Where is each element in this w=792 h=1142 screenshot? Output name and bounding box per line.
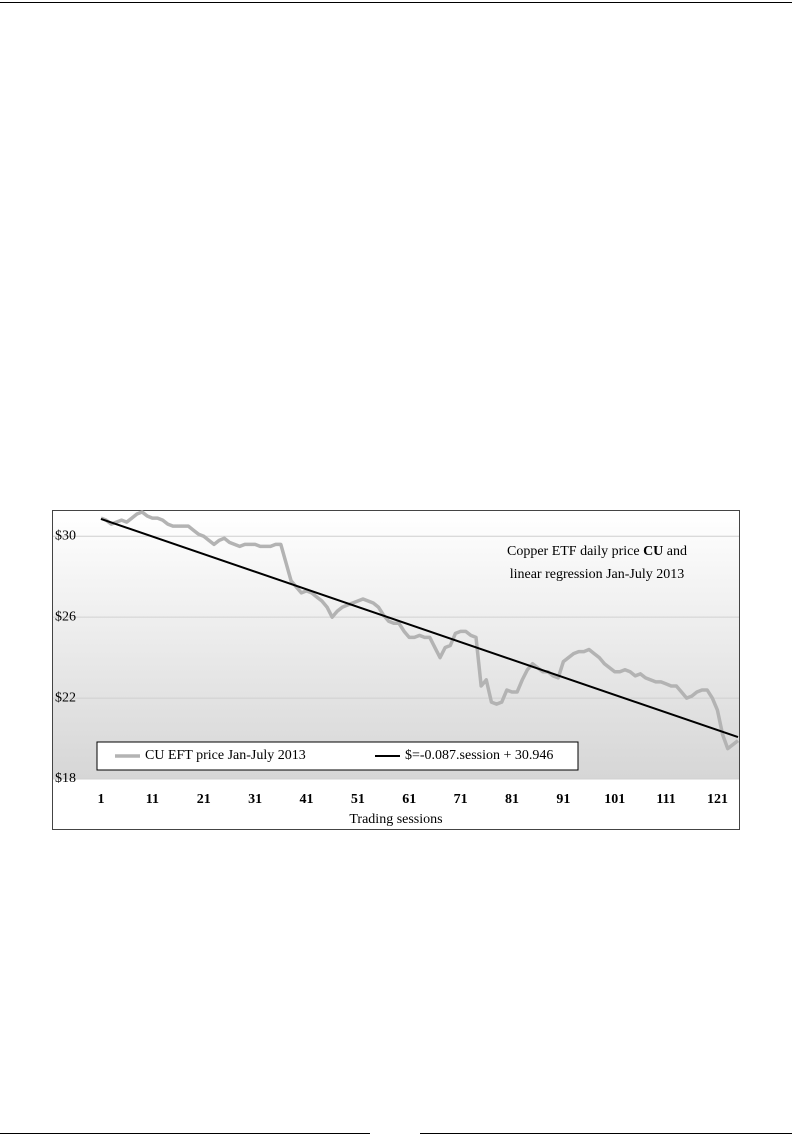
x-tick-label: 21 (197, 792, 211, 807)
x-tick-label: 51 (351, 792, 365, 807)
x-tick-label: 1 (98, 792, 105, 807)
x-tick-label: 121 (707, 792, 728, 807)
plot-background (53, 512, 739, 779)
legend-label: CU EFT price Jan-July 2013 (145, 748, 306, 763)
legend-label: $=-0.087.session + 30.946 (405, 748, 553, 763)
x-tick-label: 81 (505, 792, 519, 807)
x-tick-label: 31 (248, 792, 262, 807)
title-part: and (667, 544, 687, 559)
legend: CU EFT price Jan-July 2013 $=-0.087.sessi… (96, 741, 579, 771)
chart-title: Copper ETF daily price CU and (507, 544, 687, 559)
series-line (100, 517, 739, 739)
y-tick-label: $18 (55, 771, 76, 786)
x-tick-label: 11 (146, 792, 159, 807)
footer-rule (420, 1133, 792, 1134)
chart: Copper ETF daily price CU and linear reg… (52, 510, 740, 830)
y-tick-label: $26 (55, 609, 76, 624)
x-tick-label: 101 (604, 792, 625, 807)
series-line (100, 510, 740, 751)
x-axis-label: Trading sessions (349, 812, 442, 827)
footer-rule (0, 1133, 370, 1134)
y-tick-label: $22 (55, 690, 76, 705)
title-part: CU (643, 544, 663, 559)
header-rule (0, 2, 792, 3)
x-tick-label: 71 (454, 792, 468, 807)
chart-title: linear regression Jan-July 2013 (510, 567, 685, 582)
y-tick-label: $30 (55, 528, 76, 543)
x-tick-label: 111 (656, 792, 675, 807)
title-part: Copper ETF daily price (507, 544, 640, 559)
x-tick-label: 91 (556, 792, 570, 807)
legend-box (96, 741, 579, 771)
x-tick-label: 41 (299, 792, 313, 807)
x-tick-label: 61 (402, 792, 416, 807)
